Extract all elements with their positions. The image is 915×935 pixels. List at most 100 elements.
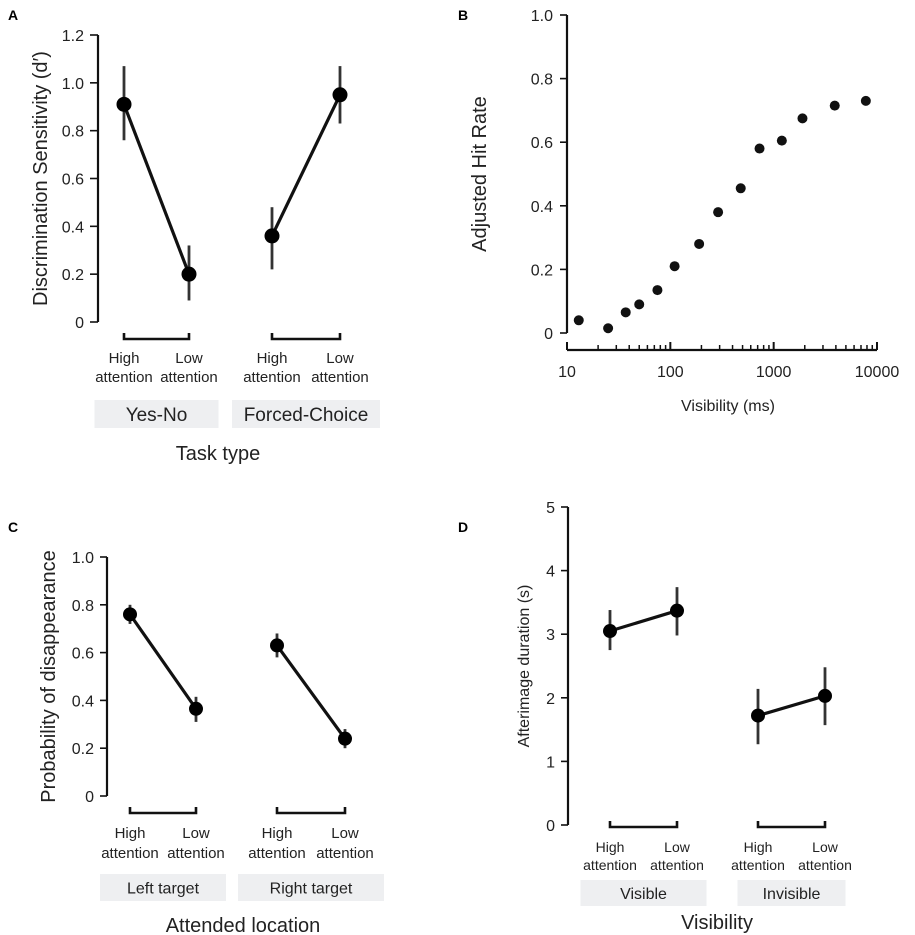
group-label: Invisible [763, 886, 821, 903]
panel-letter: B [458, 7, 468, 23]
y-tick-label: 0.6 [62, 172, 84, 189]
panel-a: A 0 0.2 0.4 0.6 0.8 1.0 1.2 Discrimination Sensi… [8, 7, 380, 465]
y-tick-label: 0 [75, 315, 84, 332]
panel-letter: D [458, 519, 468, 535]
group-label: Right target [270, 881, 353, 898]
y-tick-label: 5 [546, 500, 555, 517]
condition-label: Low attention [160, 350, 218, 386]
data-point [181, 266, 197, 282]
x-tick-label: 10000 [855, 364, 900, 381]
data-point [669, 261, 680, 272]
condition-label: Low attention [311, 350, 369, 386]
data-point [603, 624, 617, 639]
y-tick-label: 0 [546, 818, 555, 835]
y-tick-label: 3 [546, 627, 555, 644]
group-bracket [756, 821, 827, 829]
data-point [634, 299, 645, 310]
y-tick-label: 2 [546, 691, 555, 708]
group-label-box [737, 880, 846, 906]
y-tick-label: 1.0 [62, 76, 84, 93]
y-tick-label: 0.4 [62, 219, 84, 236]
data-point [189, 701, 203, 716]
x-tick-label: 100 [657, 364, 684, 381]
condition-label: High attention [243, 350, 301, 386]
condition-label: Low attention [650, 839, 704, 873]
y-axis-label: Afterimage duration (s) [516, 585, 533, 748]
panel-b: B 0 0.2 0.4 0.6 0.8 1.0 Adjusted Hit Rate 10 100 1… [458, 7, 899, 415]
y-axis-label: Probability of disappearance [38, 550, 60, 802]
group-bracket [122, 333, 191, 341]
y-tick-label: 0.6 [531, 135, 553, 152]
group-label-box [238, 874, 384, 901]
y-tick-label: 0.8 [531, 72, 553, 89]
y-tick-label: 0 [85, 789, 94, 806]
panel-d: D 0 1 2 3 4 5 Afterimage duration (s) High attent… [458, 500, 852, 934]
data-point [751, 708, 765, 723]
y-tick-label: 0.2 [72, 741, 94, 758]
group-label-box [580, 880, 707, 906]
data-point [332, 87, 348, 103]
condition-label: Low attention [798, 839, 852, 873]
x-axis-label: Visibility [681, 912, 753, 934]
y-tick-label: 0 [544, 326, 553, 343]
y-axis-label: Adjusted Hit Rate [469, 96, 491, 252]
y-tick-label: 1.0 [531, 8, 553, 25]
y-tick-label: 4 [546, 564, 555, 581]
y-tick-label: 0.2 [62, 267, 84, 284]
data-point [670, 603, 684, 618]
x-axis-label: Task type [176, 443, 260, 465]
y-tick-label: 0.6 [72, 646, 94, 663]
x-axis-label: Attended location [166, 915, 321, 935]
y-tick-label: 1.0 [72, 550, 94, 567]
y-tick-label: 1 [546, 754, 555, 771]
data-point [713, 207, 724, 218]
y-tick-label: 0.8 [62, 124, 84, 141]
y-tick-label: 0.4 [531, 199, 553, 216]
data-point [754, 143, 765, 154]
y-axis-label: Discrimination Sensitivity (d′) [30, 51, 52, 306]
series-line [275, 644, 347, 740]
group-label-box [232, 400, 380, 428]
data-point [694, 238, 705, 249]
data-point [603, 323, 614, 334]
condition-label: High attention [95, 350, 153, 386]
group-bracket [270, 333, 342, 341]
x-tick-label: 10 [558, 364, 576, 381]
y-tick-label: 0.4 [72, 693, 94, 710]
y-tick-label: 0.8 [72, 598, 94, 615]
data-point [776, 135, 787, 146]
y-tick-label: 0.2 [531, 262, 553, 279]
series-line [609, 609, 678, 633]
panel-letter: C [8, 519, 18, 535]
data-point [797, 113, 808, 124]
condition-label: Low attention [167, 825, 225, 862]
data-point [123, 607, 137, 622]
data-point [652, 285, 663, 296]
group-bracket [608, 821, 679, 829]
data-point [270, 638, 284, 653]
group-label-box [94, 400, 219, 428]
data-point [735, 183, 746, 194]
y-tick-label: 1.2 [62, 28, 84, 45]
x-tick-label: 1000 [756, 364, 792, 381]
panel-c: C 0 0.2 0.4 0.6 0.8 1.0 Probability of disappea… [8, 519, 384, 935]
data-point [829, 100, 840, 111]
condition-label: High attention [101, 825, 159, 862]
data-point [620, 307, 631, 318]
data-point [116, 96, 132, 112]
panel-letter: A [8, 7, 18, 23]
group-label: Visible [620, 886, 667, 903]
condition-label: Low attention [316, 825, 374, 862]
series-line [122, 103, 191, 275]
condition-label: High attention [583, 839, 637, 873]
series-line [270, 94, 342, 237]
group-label: Left target [127, 881, 200, 898]
group-label: Yes-No [126, 405, 188, 426]
series-line [128, 613, 198, 710]
data-point [338, 731, 352, 746]
data-point [818, 688, 832, 703]
group-label-box [100, 874, 226, 901]
data-point [860, 95, 871, 106]
condition-label: High attention [248, 825, 306, 862]
x-axis-label: Visibility (ms) [681, 398, 775, 415]
